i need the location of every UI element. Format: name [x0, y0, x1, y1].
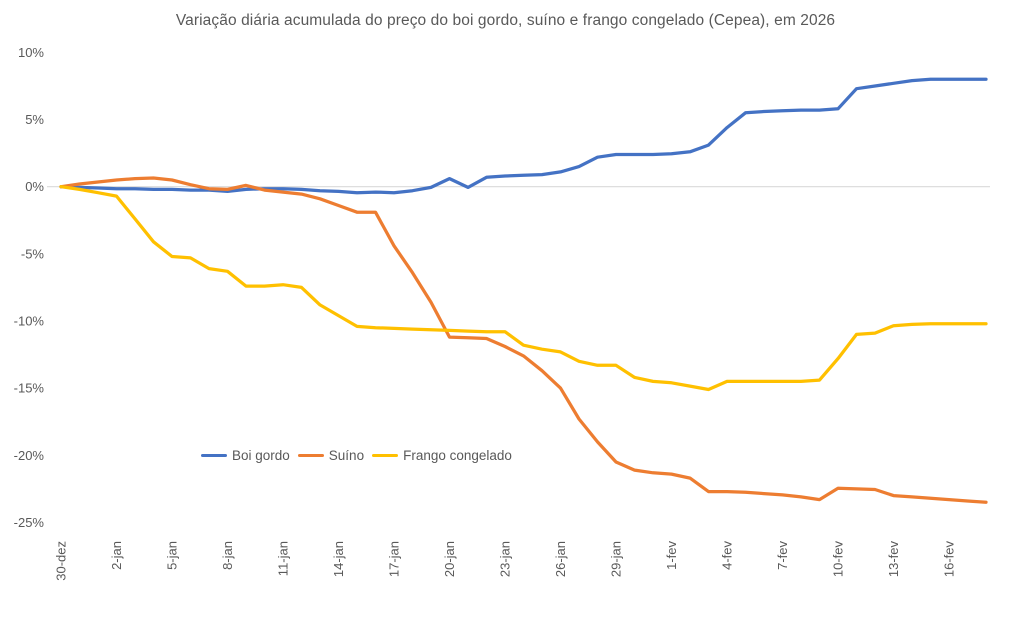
boi-gordo-line-icon [201, 453, 227, 458]
legend-item-boi-gordo: Boi gordo [201, 448, 290, 463]
x-axis-label: 4-fev [720, 541, 735, 570]
suino-line-icon [297, 453, 324, 458]
x-axis-label: 23-jan [498, 541, 513, 577]
x-axis-label: 26-jan [553, 541, 568, 577]
x-axis-label: 7-fev [775, 541, 790, 570]
series-line-boi-gordo [59, 77, 988, 195]
x-axis-label: 5-jan [165, 541, 180, 570]
x-axis-label: 8-jan [220, 541, 235, 570]
x-axis-label: 1-fev [664, 541, 679, 570]
legend-label-suino: Suíno [328, 448, 365, 463]
chart-title: Variação diária acumulada do preço do bo… [175, 12, 836, 29]
y-axis-label: 5% [25, 112, 44, 127]
y-axis-label: -5% [21, 246, 45, 261]
y-axis-label: 0% [25, 179, 44, 194]
series-line-frango-congelado [59, 185, 988, 392]
y-axis-label: -20% [14, 448, 45, 463]
y-axis-label: -15% [14, 381, 45, 396]
frango-congelado-line-icon [372, 453, 399, 458]
x-axis-label: 30-dez [54, 541, 69, 581]
legend-label-boi-gordo: Boi gordo [232, 448, 290, 463]
legend-item-frango-congelado: Frango congelado [372, 448, 512, 463]
x-axis-label: 20-jan [442, 541, 457, 577]
y-axis-label: -25% [14, 515, 45, 530]
x-axis-label: 13-fev [886, 541, 901, 578]
x-axis-label: 29-jan [609, 541, 624, 577]
y-axis-label: -10% [14, 314, 45, 329]
series-line-su-no [59, 176, 988, 504]
x-axis-label: 14-jan [331, 541, 346, 577]
legend-label-frango-congelado: Frango congelado [403, 448, 512, 463]
x-axis-label: 16-fev [942, 541, 957, 578]
x-axis-label: 17-jan [387, 541, 402, 577]
y-axis-label: 10% [18, 45, 44, 60]
x-axis-label: 10-fev [831, 541, 846, 578]
legend: Boi gordo Suíno Frango congelado [201, 448, 512, 463]
x-axis-label: 2-jan [109, 541, 124, 570]
legend-item-suino: Suíno [297, 448, 365, 463]
x-axis-label: 11-jan [276, 541, 291, 576]
